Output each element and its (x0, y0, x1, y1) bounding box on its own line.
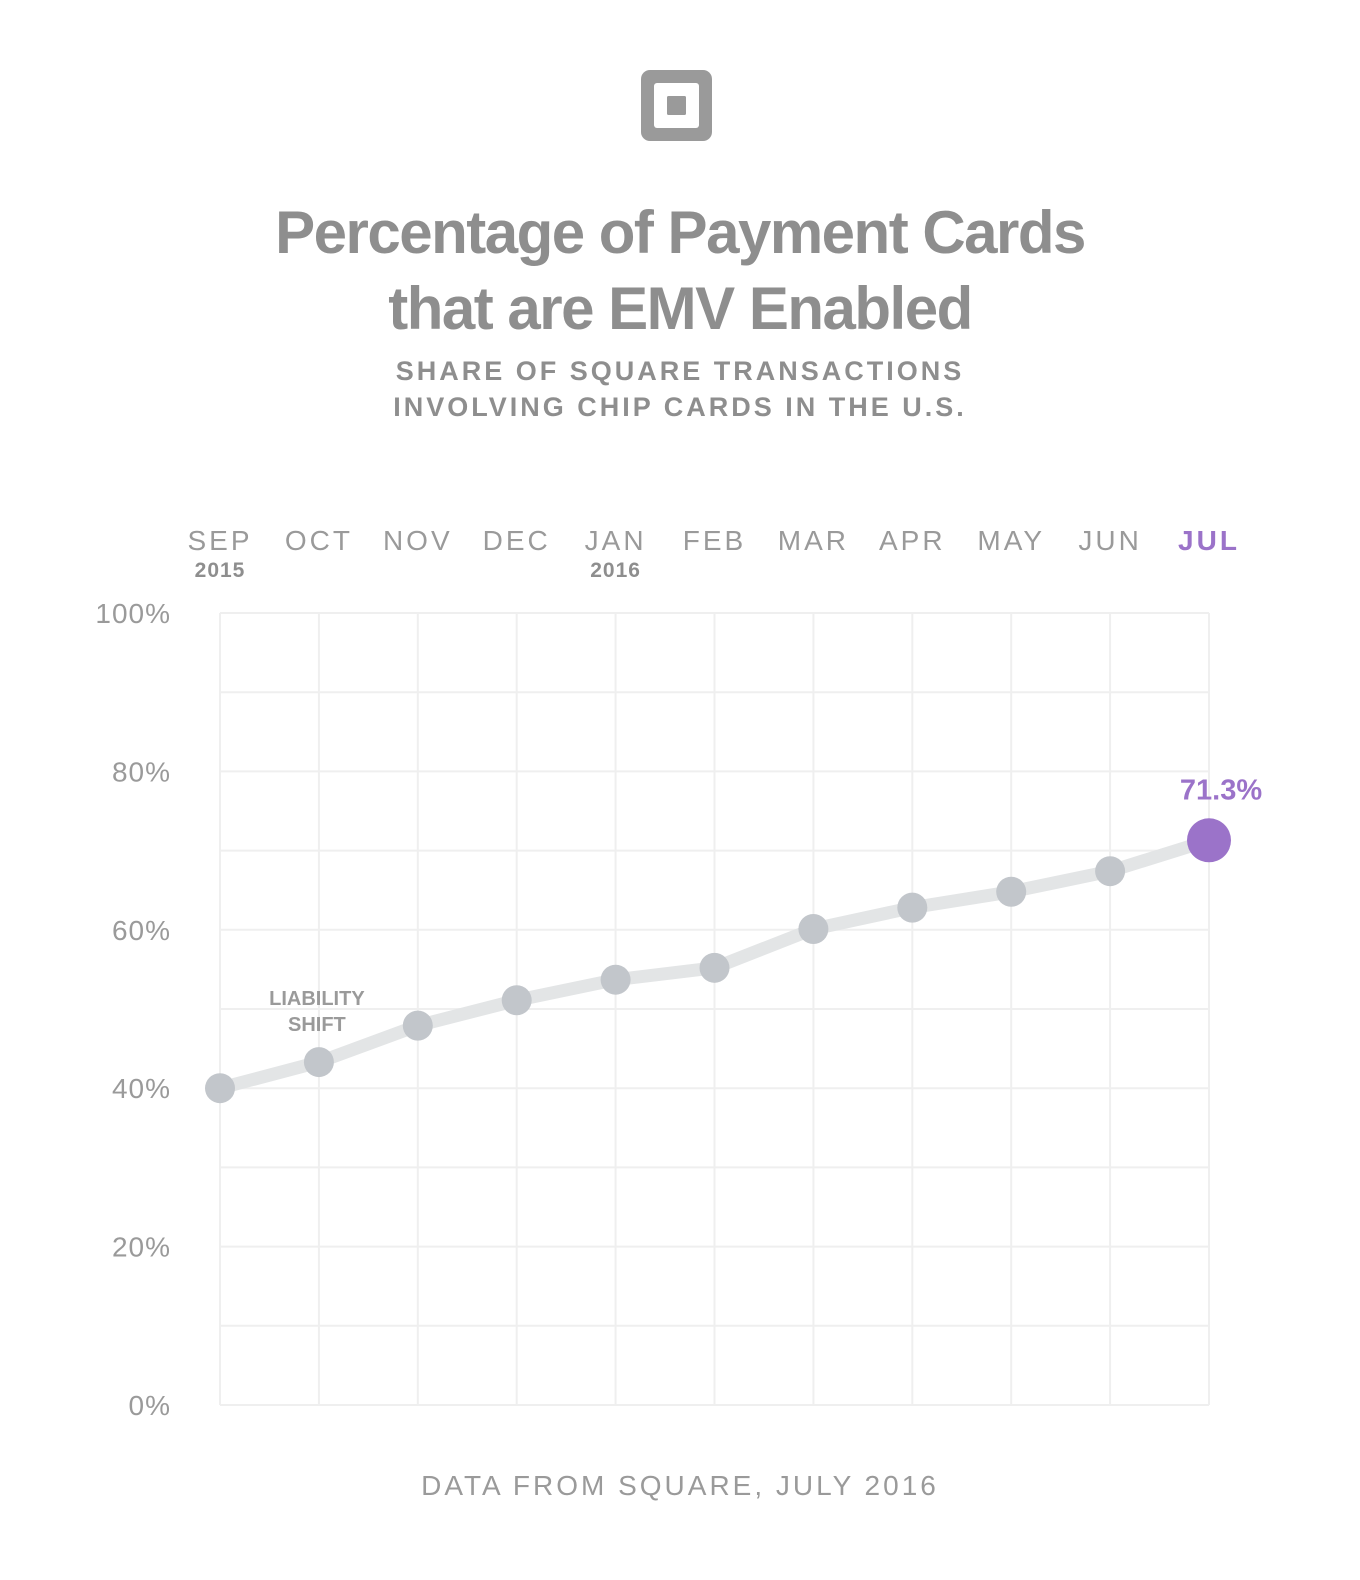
y-tick-label: 40% (112, 1073, 171, 1104)
chart-subtitle-line-1: SHARE OF SQUARE TRANSACTIONS (395, 356, 965, 386)
x-tick-label: MAY (977, 525, 1045, 556)
x-tick-label: MAR (778, 525, 849, 556)
square-logo-icon (641, 70, 712, 141)
data-point (798, 914, 829, 945)
highlight-value-label: 71.3% (1180, 774, 1262, 806)
data-point (699, 952, 730, 983)
emv-line-chart: 0% 20% 40% 60% 80% 100% SEP OCT NOV DEC JAN FEB MAR A… (95, 525, 1262, 1421)
annotation-label: SHIFT (288, 1014, 346, 1036)
y-tick-label: 100% (95, 598, 171, 629)
chart-title-line-2: that are EMV Enabled (388, 275, 973, 342)
data-point (402, 1010, 433, 1041)
annotation-label: LIABILITY (269, 988, 365, 1010)
y-tick-label: 80% (112, 756, 171, 787)
data-point (600, 964, 631, 995)
x-tick-label: JUN (1078, 525, 1141, 556)
data-point (501, 985, 532, 1016)
y-tick-label: 0% (129, 1390, 171, 1421)
x-tick-label: NOV (383, 525, 453, 556)
x-tick-label: FEB (683, 525, 746, 556)
x-tick-label: DEC (483, 525, 551, 556)
data-point (303, 1047, 334, 1078)
data-source-note: DATA FROM SQUARE, JULY 2016 (421, 1470, 939, 1501)
data-point (1095, 856, 1126, 887)
x-tick-label: OCT (285, 525, 353, 556)
x-tick-label: JUL (1178, 525, 1240, 556)
data-point (205, 1073, 235, 1104)
y-tick-label: 60% (112, 915, 171, 946)
x-tick-label: APR (879, 525, 946, 556)
chart-subtitle-line-2: INVOLVING CHIP CARDS IN THE U.S. (393, 392, 967, 422)
x-tick-label: JAN (585, 525, 647, 556)
y-tick-label: 20% (112, 1232, 171, 1263)
data-point (897, 892, 928, 923)
x-tick-label: SEP (187, 525, 252, 556)
data-point (996, 876, 1027, 907)
x-year-label: 2016 (590, 559, 641, 582)
highlight-data-point (1187, 818, 1231, 863)
x-year-label: 2015 (195, 559, 246, 582)
chart-title-line-1: Percentage of Payment Cards (275, 199, 1086, 266)
